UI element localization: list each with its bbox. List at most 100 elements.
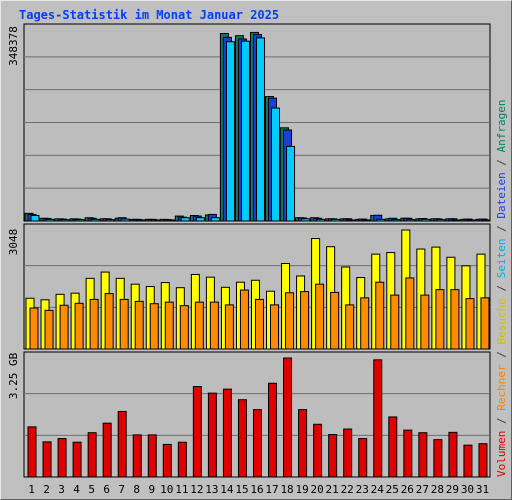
bar-seiten-day-21: [331, 218, 341, 222]
bar-volumen-day-29: [448, 431, 458, 478]
bar-rechner-day-11: [179, 305, 189, 350]
bar-volumen-day-2: [42, 441, 52, 478]
x-tick-label: 20: [311, 483, 324, 496]
bar-rechner-day-23: [360, 297, 370, 350]
bar-volumen-day-1: [27, 426, 37, 478]
x-tick-label: 4: [73, 483, 80, 496]
legend- /: /: [495, 411, 508, 431]
bar-seiten-day-29: [451, 219, 461, 222]
x-tick-label: 24: [371, 483, 385, 496]
x-tick-label: 21: [326, 483, 339, 496]
bar-rechner-day-3: [59, 304, 69, 350]
bar-volumen-day-22: [343, 428, 353, 478]
y-axis-max-label: 3048: [7, 229, 20, 256]
bar-rechner-day-24: [375, 281, 385, 350]
legend-seiten: Seiten: [495, 239, 508, 279]
bar-seiten-day-5: [90, 218, 100, 222]
bar-volumen-day-7: [117, 410, 127, 478]
bar-rechner-day-16: [254, 298, 264, 350]
x-tick-label: 29: [446, 483, 459, 496]
legend- /: /: [495, 345, 508, 365]
legend-volumen: Volumen: [495, 431, 508, 477]
bar-seiten-day-2: [45, 218, 55, 222]
x-tick-label: 13: [205, 483, 218, 496]
bar-rechner-day-30: [465, 298, 475, 350]
bar-rechner-day-6: [104, 293, 114, 350]
legend- /: /: [495, 278, 508, 298]
bar-seiten-day-6: [105, 219, 115, 222]
bar-volumen-day-17: [268, 382, 278, 478]
bar-seiten-day-12: [195, 217, 205, 222]
bar-volumen-day-12: [192, 386, 202, 478]
y-axis-max-label: 348378: [7, 26, 20, 66]
legend- /: /: [495, 219, 508, 239]
x-tick-label: 8: [133, 483, 140, 496]
bar-seiten-day-23: [361, 219, 371, 222]
x-tick-label: 22: [341, 483, 354, 496]
bar-volumen-day-5: [87, 432, 97, 478]
bar-seiten-day-18: [286, 145, 296, 222]
x-tick-label: 30: [461, 483, 474, 496]
bar-seiten-day-30: [466, 219, 476, 222]
legend-rechner: Rechner: [495, 364, 508, 411]
bar-seiten-day-3: [60, 219, 70, 222]
bar-rechner-day-2: [44, 309, 54, 350]
x-tick-label: 9: [148, 483, 155, 496]
bar-rechner-day-5: [89, 298, 99, 350]
x-tick-label: 27: [416, 483, 429, 496]
x-tick-label: 26: [401, 483, 414, 496]
bar-volumen-day-10: [162, 443, 172, 478]
bar-volumen-day-4: [72, 441, 82, 478]
bar-volumen-day-8: [132, 434, 142, 478]
x-tick-label: 19: [295, 483, 308, 496]
bar-seiten-day-8: [135, 219, 145, 222]
legend- /: /: [495, 152, 508, 172]
x-tick-label: 6: [103, 483, 110, 496]
bar-seiten-day-17: [271, 107, 281, 222]
bar-rechner-day-7: [119, 298, 129, 350]
bar-volumen-day-24: [373, 359, 383, 478]
bar-seiten-day-20: [316, 218, 326, 222]
x-tick-label: 12: [190, 483, 203, 496]
bar-rechner-day-12: [194, 301, 204, 350]
x-tick-label: 23: [356, 483, 369, 496]
bar-rechner-day-9: [149, 303, 159, 350]
chart-title: Tages-Statistik im Monat Januar 2025: [19, 8, 280, 22]
bar-seiten-day-7: [120, 218, 130, 222]
x-tick-label: 1: [28, 483, 35, 496]
bar-seiten-day-10: [165, 219, 175, 222]
bar-volumen-day-28: [433, 439, 443, 478]
bar-rechner-day-14: [224, 304, 234, 350]
bar-volumen-day-6: [102, 422, 112, 478]
bar-rechner-day-21: [330, 291, 340, 350]
bar-volumen-day-18: [283, 357, 293, 478]
bar-seiten-day-28: [436, 219, 446, 222]
x-tick-label: 18: [280, 483, 293, 496]
bar-seiten-day-15: [240, 40, 250, 222]
bar-seiten-day-27: [421, 218, 431, 222]
bar-rechner-day-17: [270, 304, 280, 350]
x-tick-label: 28: [431, 483, 444, 496]
bar-rechner-day-25: [390, 294, 400, 350]
bar-rechner-day-1: [29, 307, 39, 350]
bar-seiten-day-9: [150, 219, 160, 222]
bar-volumen-day-30: [463, 444, 473, 478]
bar-seiten-day-1: [30, 215, 40, 222]
bar-seiten-day-26: [406, 219, 416, 222]
bar-volumen-day-11: [177, 441, 187, 478]
bar-rechner-day-10: [164, 301, 174, 350]
x-tick-label: 11: [175, 483, 188, 496]
bar-volumen-day-31: [478, 443, 488, 478]
x-tick-label: 14: [220, 483, 234, 496]
bar-volumen-day-27: [418, 432, 428, 478]
legend-dateien: Dateien: [495, 172, 508, 218]
bar-seiten-day-11: [180, 217, 190, 222]
bar-volumen-day-14: [222, 388, 232, 478]
bar-volumen-day-9: [147, 434, 157, 478]
legend-besuche: Besuche: [495, 298, 508, 344]
x-tick-label: 2: [43, 483, 50, 496]
x-tick-label: 7: [118, 483, 125, 496]
x-tick-label: 5: [88, 483, 95, 496]
bar-rechner-day-18: [285, 292, 295, 350]
